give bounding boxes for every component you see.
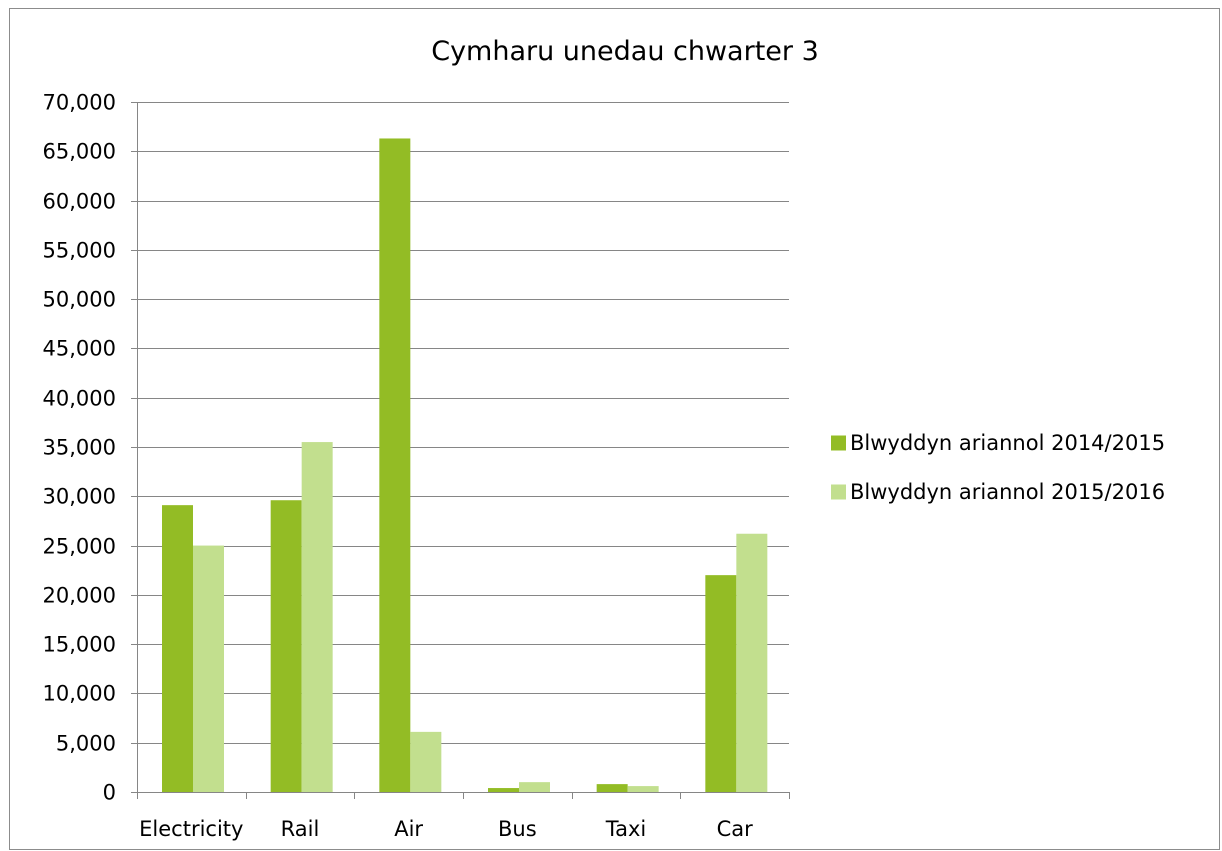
bar [627,786,659,792]
x-tick-label: Rail [281,817,320,841]
bar [519,782,550,792]
y-tick-label: 5,000 [56,732,116,756]
bar [193,545,224,792]
x-tick-label: Bus [498,817,537,841]
x-tick-label: Electricity [139,817,243,841]
bars [162,138,768,792]
y-tick-label: 25,000 [43,535,116,559]
bar [488,788,519,792]
bar [410,731,442,792]
y-tick-label: 35,000 [43,436,116,460]
bar [379,138,411,792]
x-tick-label: Car [717,817,754,841]
y-tick-label: 20,000 [43,584,116,608]
y-axis-tick-labels: 0 5,000 10,000 15,000 20,000 25,000 30,000 35,0… [43,91,116,805]
bar [162,505,193,792]
y-tick-label: 50,000 [43,288,116,312]
bar [270,500,302,792]
x-tick-label: Taxi [605,817,646,841]
legend-label: Blwyddyn ariannol 2015/2016 [850,480,1165,504]
y-tick-label: 10,000 [43,682,116,706]
y-tick-label: 40,000 [43,387,116,411]
y-tick-label: 60,000 [43,190,116,214]
bar [705,575,737,792]
x-axis-tick-labels: Electricity Rail Air Bus Taxi Car [139,817,753,841]
bar [736,533,768,792]
bar [301,442,333,792]
y-tick-label: 0 [103,781,116,805]
y-tick-label: 55,000 [43,239,116,263]
axes [137,102,790,799]
legend-swatch [831,435,846,451]
y-tick-label: 45,000 [43,337,116,361]
y-tick-label: 30,000 [43,485,116,509]
legend: Blwyddyn ariannol 2014/2015 Blwyddyn aria… [831,431,1165,504]
legend-label: Blwyddyn ariannol 2014/2015 [850,431,1165,455]
bar [596,784,628,792]
legend-swatch [831,484,846,500]
y-tick-label: 70,000 [43,91,116,115]
gridlines [131,102,789,793]
chart-title: Cymharu unedau chwarter 3 [431,36,819,67]
x-tick-label: Air [394,817,423,841]
y-tick-label: 65,000 [43,140,116,164]
y-tick-label: 15,000 [43,633,116,657]
